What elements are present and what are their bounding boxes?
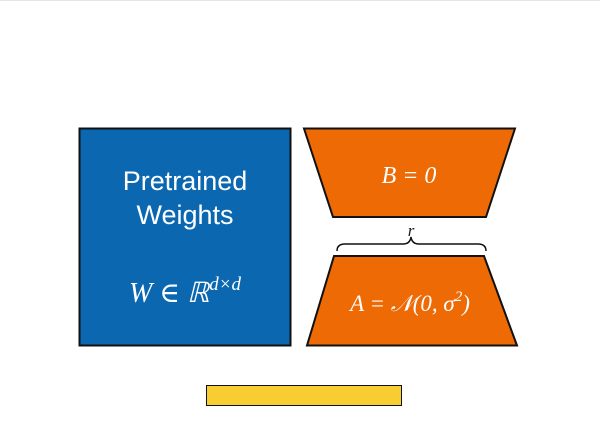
progress-bar <box>206 385 402 406</box>
weights-label-line2: Weights <box>136 200 233 230</box>
rank-brace <box>336 236 487 252</box>
matrix-b-trapezoid <box>302 127 517 218</box>
weights-label-line1: Pretrained <box>123 166 248 196</box>
top-border <box>0 0 600 1</box>
weights-formula: W ∈ ℝd×d <box>129 274 242 309</box>
matrix-a-trapezoid <box>305 255 519 347</box>
matrix-b-formula: B = 0 <box>382 163 437 189</box>
matrix-a-formula: A = 𝒩(0, σ2) <box>348 289 470 316</box>
pretrained-weights-box <box>78 127 292 347</box>
rank-label: r <box>408 221 415 240</box>
